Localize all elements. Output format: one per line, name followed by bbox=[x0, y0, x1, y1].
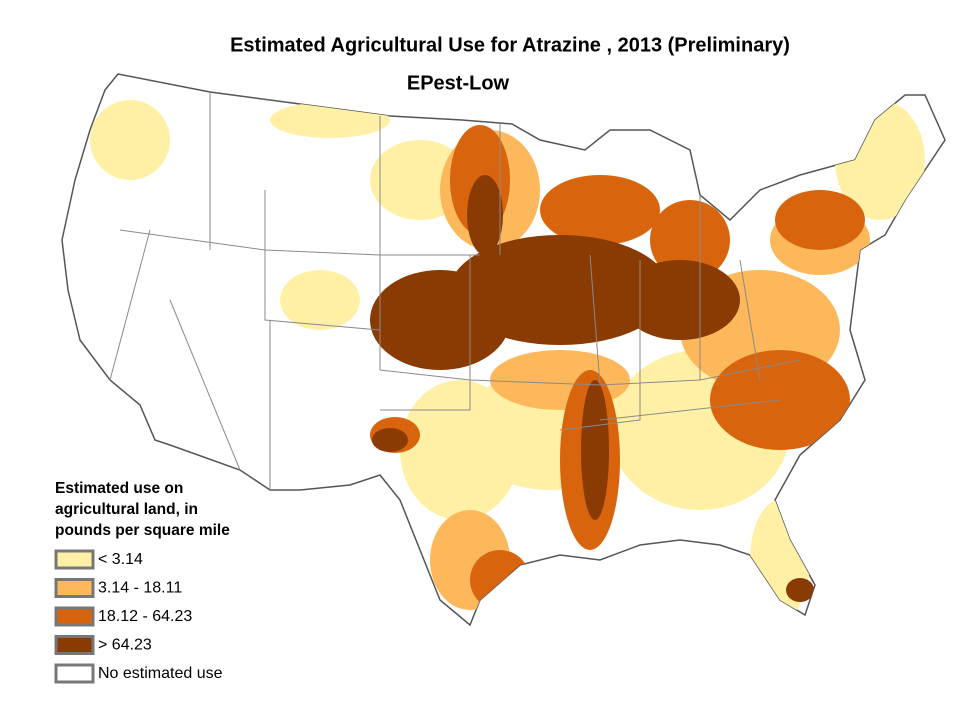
legend-label: > 64.23 bbox=[98, 637, 152, 654]
legend-title: agricultural land, in bbox=[55, 501, 198, 518]
legend-title: pounds per square mile bbox=[55, 522, 230, 539]
legend-label: 18.12 - 64.23 bbox=[98, 608, 192, 625]
us-map bbox=[61, 73, 946, 626]
legend-label: 3.14 - 18.11 bbox=[98, 580, 182, 597]
use-areas bbox=[90, 100, 925, 620]
legend-swatch bbox=[54, 549, 95, 570]
legend-label: < 3.14 bbox=[98, 551, 143, 568]
state-borders bbox=[109, 92, 801, 490]
legend-swatch bbox=[54, 606, 95, 627]
legend: Estimated use on agricultural land, in pou… bbox=[54, 480, 230, 684]
legend-label: No estimated use bbox=[98, 665, 223, 682]
legend-swatch bbox=[54, 663, 95, 684]
legend-swatch bbox=[54, 635, 95, 655]
legend-swatch bbox=[54, 578, 95, 598]
legend-title: Estimated use on bbox=[55, 480, 183, 497]
map-subtitle: EPest-Low bbox=[407, 72, 510, 94]
map-title: Estimated Agricultural Use for Atrazine … bbox=[230, 34, 790, 56]
